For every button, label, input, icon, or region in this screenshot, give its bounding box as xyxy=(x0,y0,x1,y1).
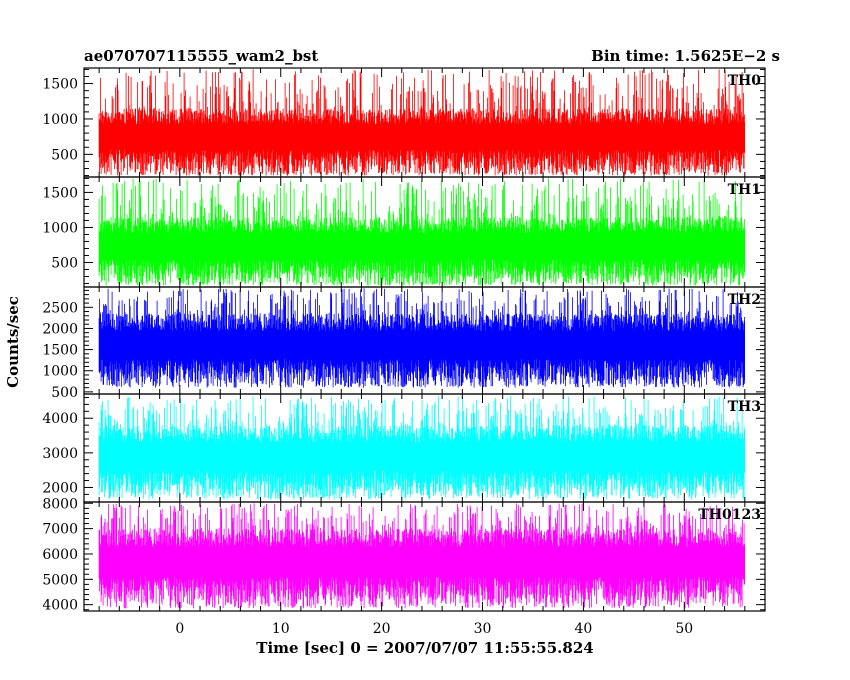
y-tick-label: 500 xyxy=(51,147,78,163)
series-trace-th0123 xyxy=(98,503,745,609)
x-axis-label: Time [sec] 0 = 2007/07/07 11:55:55.824 xyxy=(256,639,593,657)
y-tick-label: 2000 xyxy=(42,480,78,496)
y-tick-label: 2000 xyxy=(42,321,78,337)
panel-label-th2: TH2 xyxy=(728,292,761,308)
series-trace-th3 xyxy=(98,395,745,500)
panel-th2: 500 1000 1500 2000 2500 TH2 xyxy=(42,286,766,401)
y-tick-label: 5000 xyxy=(42,572,78,588)
panel-label-th1: TH1 xyxy=(728,182,761,198)
series-trace-th2 xyxy=(98,288,745,388)
y-tick-label: 4000 xyxy=(42,411,78,427)
y-tick-label: 7000 xyxy=(42,522,78,538)
y-tick-label: 8000 xyxy=(42,496,78,512)
y-axis-label: Counts/sec xyxy=(4,296,22,388)
series-trace-th0 xyxy=(98,69,745,176)
y-tick-label: 1500 xyxy=(42,77,78,93)
panel-frame xyxy=(83,501,766,612)
x-tick-label: 40 xyxy=(574,621,592,637)
panel-th1: 500 1000 1500 TH1 xyxy=(42,176,766,288)
y-tick-label: 1000 xyxy=(42,364,78,380)
x-tick-label: 0 xyxy=(175,621,184,637)
panel-label-th3: TH3 xyxy=(728,399,761,415)
y-tick-label: 4000 xyxy=(42,598,78,614)
x-tick-label: 10 xyxy=(272,621,290,637)
x-tick-label: 20 xyxy=(373,621,391,637)
panel-label-th0123: TH0123 xyxy=(698,507,761,523)
bin-time-label: Bin time: 1.5625E−2 s xyxy=(591,47,780,65)
panel-label-th0: TH0 xyxy=(728,73,762,89)
panel-th3: 2000 3000 4000 TH3 xyxy=(42,393,766,503)
panel-th0: 500 1000 1500 TH0 xyxy=(42,67,766,178)
y-tick-label: 500 xyxy=(51,255,78,271)
chart-title: ae070707115555_wam2_bst xyxy=(84,47,318,65)
panel-th0123: 4000 5000 6000 7000 8000 TH0123 xyxy=(42,496,766,614)
x-tick-label: 30 xyxy=(474,621,492,637)
y-tick-label: 1500 xyxy=(42,343,78,359)
y-tick-label: 2500 xyxy=(42,300,78,316)
y-tick-label: 500 xyxy=(51,385,78,401)
y-tick-label: 6000 xyxy=(42,547,78,563)
y-tick-label: 1000 xyxy=(42,220,78,236)
y-tick-label: 1000 xyxy=(42,112,78,128)
y-tick-label: 1500 xyxy=(42,185,78,201)
series-trace-th1 xyxy=(98,178,745,286)
x-tick-label: 50 xyxy=(675,621,693,637)
y-tick-label: 3000 xyxy=(42,446,78,462)
